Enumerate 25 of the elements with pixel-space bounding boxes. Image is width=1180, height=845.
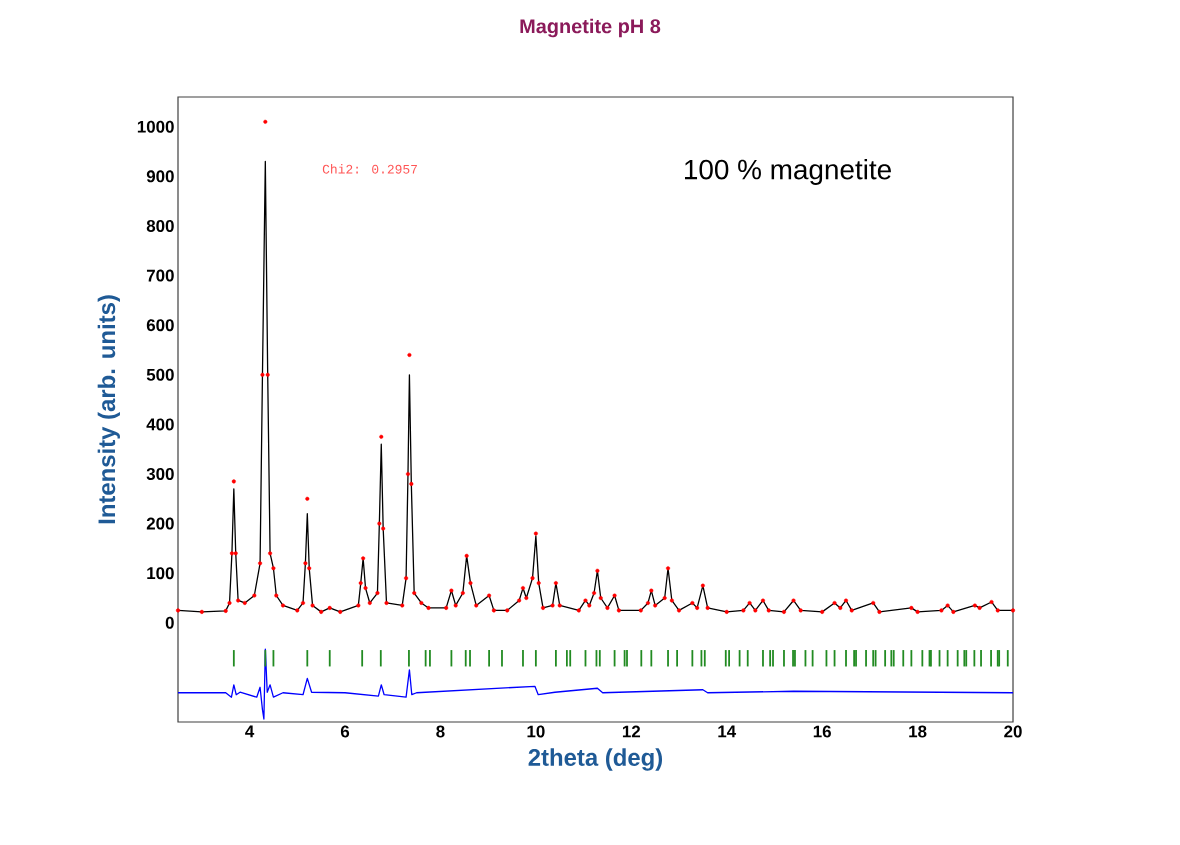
x-tick-label: 20 bbox=[1004, 725, 1022, 738]
x-tick-label: 14 bbox=[718, 725, 737, 738]
x-tick-label: 4 bbox=[245, 725, 255, 738]
y-tick-label: 0 bbox=[165, 616, 174, 629]
annotation: 100 % magnetite bbox=[685, 159, 891, 185]
x-tick-label: 12 bbox=[622, 725, 641, 738]
y-tick-label: 100 bbox=[147, 567, 174, 580]
x-tick-label: 18 bbox=[909, 725, 927, 738]
y-tick-label: 500 bbox=[146, 368, 174, 381]
annotation: Chi2: 0.2957 bbox=[322, 164, 417, 174]
x-tick-label: 16 bbox=[813, 725, 831, 738]
y-tick-label: 800 bbox=[146, 219, 174, 232]
y-tick-label: 1000 bbox=[137, 120, 174, 133]
y-tick-label: 300 bbox=[146, 467, 174, 480]
x-tick-label: 10 bbox=[527, 725, 545, 738]
x-axis-title: 2theta (deg) bbox=[528, 748, 663, 771]
y-tick-label: 900 bbox=[146, 170, 174, 183]
y-tick-label: 400 bbox=[146, 418, 174, 431]
y-tick-label: 600 bbox=[146, 319, 174, 332]
x-tick-label: 6 bbox=[340, 725, 350, 738]
y-tick-label: 700 bbox=[146, 269, 174, 282]
chart-title: Magnetite pH 8 bbox=[520, 18, 661, 38]
y-axis-title: Intensity (arb. units) bbox=[97, 295, 120, 524]
x-tick-label: 8 bbox=[436, 725, 445, 738]
y-tick-label: 200 bbox=[146, 517, 174, 530]
